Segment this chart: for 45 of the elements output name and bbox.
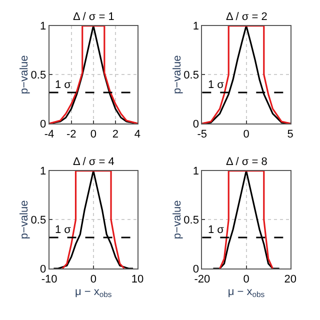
x-tick-label: 20 [284, 274, 296, 286]
x-tick-label: -20 [194, 274, 210, 286]
x-tick-label: 10 [131, 274, 144, 286]
chart-title: Δ / σ = 8 [226, 156, 268, 168]
x-axis-title: μ − x$_{obs}$ [228, 286, 265, 300]
x-tick-label: 0 [243, 274, 250, 286]
y-tick-label: 0 [192, 263, 199, 276]
line-series [202, 26, 290, 124]
x-tick-label: 0 [90, 274, 96, 286]
x-axis-title: μ − x$_{obs}$ [74, 286, 112, 300]
x-tick-label: 5 [287, 128, 294, 141]
x-tick-label: -10 [41, 274, 58, 286]
x-tick-label: -5 [197, 128, 208, 141]
y-tick-label: 0.5 [184, 69, 199, 82]
y-tick-label: 1 [192, 20, 199, 33]
ref-line-label: 1 σ [55, 224, 72, 236]
x-tick-label: 0 [90, 128, 96, 141]
y-tick-label: 0 [192, 118, 199, 130]
y-axis-title: p−value [18, 55, 30, 94]
line-series [49, 26, 138, 124]
y-tick-label: 1 [192, 166, 199, 178]
chart-title: Δ / σ = 1 [73, 11, 114, 23]
ref-line-label: 1 σ [55, 79, 72, 91]
y-tick-label: 0.5 [30, 69, 46, 82]
line-series [52, 170, 134, 269]
y-tick-label: 0 [40, 118, 46, 130]
ref-line-label: 1 σ [208, 79, 224, 91]
chart-title: Δ / σ = 2 [226, 11, 268, 23]
x-tick-label: 4 [134, 128, 141, 141]
y-tick-label: 1 [40, 20, 46, 33]
line-series [62, 170, 126, 269]
y-axis-title: p−value [171, 55, 184, 94]
x-tick-label: 2 [112, 128, 118, 141]
y-tick-label: 1 [40, 166, 46, 178]
y-tick-label: 0 [40, 263, 46, 276]
ref-line-label: 1 σ [208, 224, 224, 236]
y-axis-title: p−value [18, 200, 30, 240]
x-tick-label: -4 [44, 128, 54, 141]
chart-title: Δ / σ = 4 [73, 156, 114, 168]
y-axis-title: p−value [171, 200, 184, 240]
x-tick-label: 0 [243, 128, 250, 141]
x-tick-label: -2 [66, 128, 76, 141]
line-series [219, 170, 274, 269]
y-tick-label: 0.5 [30, 214, 46, 227]
y-tick-label: 0.5 [184, 214, 199, 227]
